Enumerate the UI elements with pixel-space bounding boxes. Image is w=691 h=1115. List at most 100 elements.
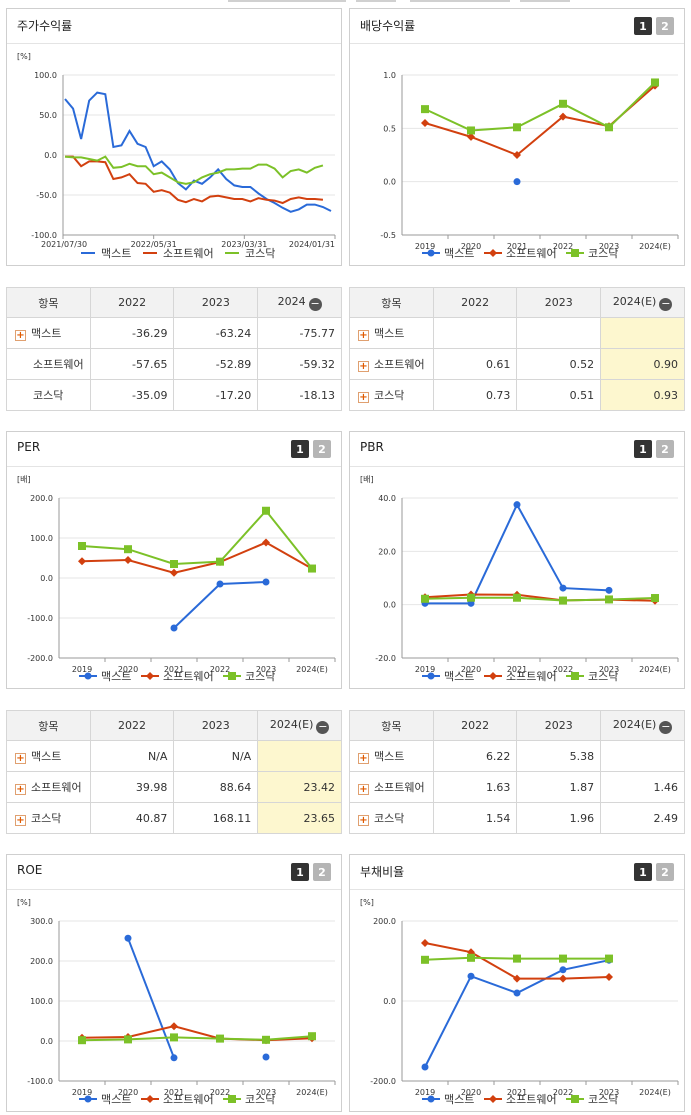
data-point	[605, 954, 613, 963]
series-line	[81, 1035, 313, 1042]
data-point	[427, 1095, 435, 1103]
view-2-button[interactable]: 2	[656, 863, 674, 881]
data-point	[124, 545, 132, 554]
legend-label: 코스닥	[588, 1093, 618, 1106]
panel-title: PER	[17, 440, 41, 454]
row-name: 코스닥	[6, 379, 91, 411]
stock-return-table: 항목 2022 2023 2024− + 맥스트 -36.29 -63.24 -7…	[6, 287, 342, 411]
x-tick-label: 2021	[164, 665, 184, 674]
expand-icon[interactable]: +	[15, 815, 26, 826]
series-line	[81, 541, 313, 574]
data-point	[467, 948, 475, 957]
cell: -36.29	[89, 317, 175, 349]
expand-icon[interactable]: +	[358, 753, 369, 764]
x-tick-label: 2023	[599, 665, 619, 674]
expand-icon[interactable]: +	[358, 784, 369, 795]
row-name-label: 코스닥	[374, 389, 405, 402]
data-point	[170, 1022, 178, 1031]
table-row: + 맥스트	[349, 317, 685, 349]
cell: 0.90	[600, 348, 685, 380]
legend-item: 맥스트	[79, 1093, 131, 1106]
expand-icon[interactable]: +	[358, 361, 369, 372]
legend-label: 소프트웨어	[163, 1093, 214, 1106]
y-tick-label: 300.0	[30, 917, 53, 926]
data-point	[559, 112, 567, 121]
cell	[600, 740, 685, 772]
y-tick-label: 0.0	[383, 997, 396, 1006]
cell	[600, 317, 685, 349]
col-header: 2022	[432, 287, 518, 318]
view-2-button[interactable]: 2	[313, 440, 331, 458]
unit-label: [%]	[360, 898, 374, 907]
data-point	[421, 594, 429, 603]
table-row: 소프트웨어 -57.65 -52.89 -59.32	[6, 348, 342, 380]
expand-icon[interactable]: +	[15, 330, 26, 341]
row-name: + 소프트웨어	[349, 348, 434, 380]
x-tick-label: 2020	[118, 665, 138, 674]
y-tick-label: -100.0	[27, 1077, 53, 1086]
unit-label: [%]	[17, 898, 31, 907]
expand-icon[interactable]: +	[358, 330, 369, 341]
legend-item: 코스닥	[566, 1093, 618, 1106]
data-point	[513, 593, 521, 602]
y-tick-label: 200.0	[30, 494, 53, 503]
roe-panel: ROE 1 2 [%] 300.0 200.0 100.0 0.0 -100.0 2019 2…	[6, 854, 342, 1112]
expand-icon[interactable]: +	[358, 815, 369, 826]
view-1-button[interactable]: 1	[291, 863, 309, 881]
data-point	[262, 1035, 270, 1044]
y-tick-label: 0.0	[383, 601, 396, 610]
cell: 23.42	[257, 771, 342, 803]
data-point	[124, 556, 132, 564]
expand-icon[interactable]: +	[358, 392, 369, 403]
view-1-button[interactable]: 1	[634, 440, 652, 458]
legend-label: 소프트웨어	[506, 1093, 557, 1106]
collapse-icon[interactable]: −	[659, 296, 673, 311]
table-row: + 소프트웨어 39.98 88.64 23.42	[6, 771, 342, 803]
x-tick-label: 2019	[415, 1088, 435, 1097]
cell: 1.87	[516, 771, 602, 803]
x-tick-label: 2023	[599, 1088, 619, 1097]
collapse-icon[interactable]: −	[659, 719, 673, 734]
table-row: + 코스닥 40.87 168.11 23.65	[6, 802, 342, 834]
series-line	[425, 502, 610, 605]
data-point	[513, 989, 521, 997]
view-2-button[interactable]: 2	[313, 863, 331, 881]
dividend-chart: 1.0 0.5 0.0 -0.5 2019 2020 2021 2022 2023 2024(E)…	[380, 71, 679, 260]
data-point	[559, 596, 567, 605]
collapse-icon[interactable]: −	[308, 296, 322, 311]
view-1-button[interactable]: 1	[634, 863, 652, 881]
per-table: 항목 2022 2023 2024(E) − + 맥스트 N/A N/A + 소프트웨…	[6, 710, 342, 834]
data-point	[605, 123, 613, 132]
data-point	[78, 542, 86, 550]
legend-item: 소프트웨어	[484, 1093, 557, 1106]
cell: -18.13	[257, 379, 342, 411]
debt-ratio-panel: 부채비율 1 2 [%] 200.0 0.0 -200.0 2019 2020 2021 20…	[349, 854, 685, 1112]
legend-item: 소프트웨어	[484, 670, 557, 683]
series-line	[424, 596, 656, 602]
cell	[516, 317, 602, 349]
panel-title: PBR	[360, 440, 384, 454]
cell	[257, 740, 342, 772]
expand-icon[interactable]: +	[15, 784, 26, 795]
x-tick-label: 2024/01/31	[289, 240, 335, 249]
row-name: + 코스닥	[6, 802, 91, 834]
view-1-button[interactable]: 1	[291, 440, 309, 458]
legend-item: 맥스트	[79, 670, 131, 683]
unit-label: [%]	[17, 52, 31, 61]
expand-icon[interactable]: +	[15, 753, 26, 764]
legend-label: 코스닥	[245, 1093, 275, 1106]
view-2-button[interactable]: 2	[656, 17, 674, 35]
view-1-button[interactable]: 1	[634, 17, 652, 35]
panel-title: 주가수익률	[17, 19, 73, 33]
cell: 6.22	[432, 740, 518, 772]
collapse-icon[interactable]: −	[316, 719, 330, 734]
x-tick-label: 2021	[507, 1088, 527, 1097]
col-header-last: 2024−	[257, 287, 342, 318]
x-tick-label: 2019	[415, 665, 435, 674]
cell: -59.32	[257, 348, 342, 380]
data-point	[216, 557, 224, 566]
view-2-button[interactable]: 2	[656, 440, 674, 458]
y-tick-label: -50.0	[36, 191, 57, 200]
row-name: + 맥스트	[349, 317, 434, 349]
y-tick-label: 0.0	[44, 151, 57, 160]
